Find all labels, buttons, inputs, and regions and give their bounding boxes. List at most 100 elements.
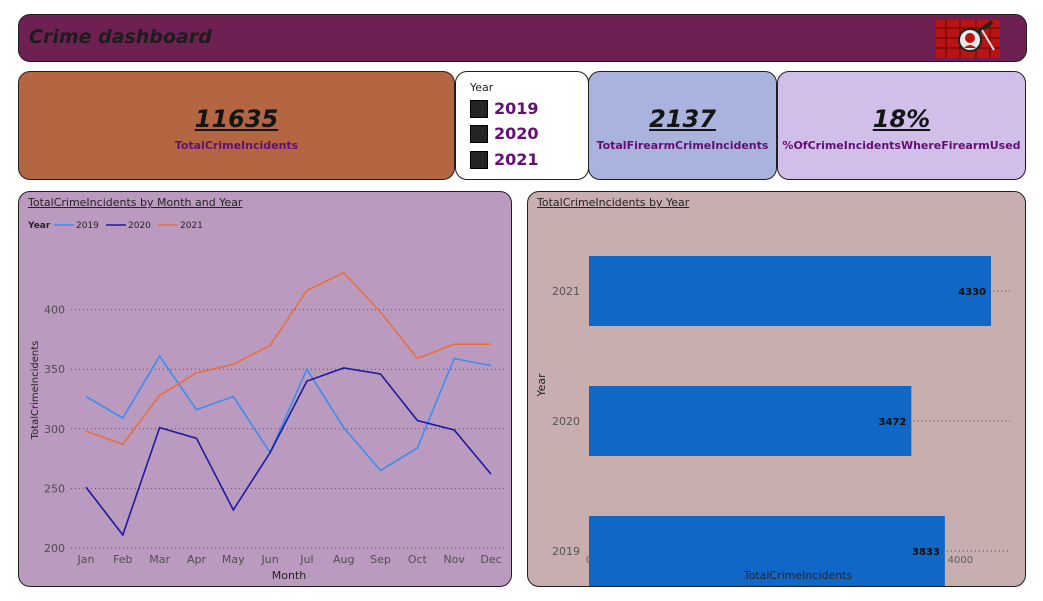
slicer-item-2020[interactable]: 2020	[470, 124, 539, 143]
y-axis-label: Year	[535, 373, 548, 398]
data-point[interactable]	[415, 446, 419, 450]
data-point[interactable]	[194, 436, 198, 440]
legend-label[interactable]: 2020	[128, 221, 151, 231]
y-tick-label: 2019	[552, 545, 580, 558]
data-point[interactable]	[268, 451, 272, 455]
bar-chart-title: TotalCrimeIncidents by Year	[537, 196, 690, 209]
x-tick-label: Oct	[408, 553, 428, 566]
kpi-card-firearm-crime: 2137 TotalFirearmCrimeIncidents	[588, 71, 777, 180]
crime-scene-investigator-icon	[936, 20, 1000, 58]
bar-chart: 01000200030004000 2021433020203472201938…	[535, 256, 1010, 586]
series-line-2019[interactable]	[85, 354, 492, 472]
data-label: 4330	[958, 287, 986, 298]
legend-label[interactable]: 2021	[180, 221, 203, 231]
chart-legend: Year 2019 2020 2021	[27, 221, 203, 231]
bar-2021[interactable]	[589, 256, 992, 326]
data-point[interactable]	[379, 372, 383, 376]
x-tick-label: Aug	[333, 553, 354, 566]
bar-2020[interactable]	[589, 386, 912, 456]
slicer-item-label: 2019	[494, 99, 539, 118]
data-point[interactable]	[342, 271, 346, 275]
data-point[interactable]	[489, 364, 493, 368]
y-tick-label: 250	[44, 482, 65, 495]
slicer-item-2021[interactable]: 2021	[470, 150, 539, 169]
data-point[interactable]	[452, 428, 456, 432]
x-axis-label: TotalCrimeIncidents	[743, 569, 853, 582]
checkbox[interactable]	[470, 99, 488, 118]
kpi-card-firearm-percent: 18% %OfCrimeIncidentsWhereFirearmUsed	[777, 71, 1026, 180]
x-tick-label: Feb	[113, 553, 132, 566]
data-point[interactable]	[158, 393, 162, 397]
x-tick-label: 4000	[948, 555, 973, 566]
series-line-2021[interactable]	[85, 271, 491, 446]
data-point[interactable]	[305, 379, 309, 383]
bar-2019[interactable]	[589, 516, 945, 586]
data-point[interactable]	[379, 469, 383, 473]
x-axis-label: Month	[272, 569, 307, 582]
data-point[interactable]	[231, 395, 235, 399]
data-point[interactable]	[342, 366, 346, 370]
x-tick-label: May	[222, 553, 245, 566]
data-point[interactable]	[231, 362, 235, 366]
y-axis-label: TotalCrimeIncidents	[30, 341, 41, 441]
data-point[interactable]	[84, 485, 88, 489]
x-tick-label: Apr	[187, 553, 207, 566]
data-label: 3833	[912, 547, 940, 558]
data-point[interactable]	[489, 342, 493, 346]
data-point[interactable]	[452, 356, 456, 360]
data-point[interactable]	[84, 395, 88, 399]
x-tick-label: Jul	[299, 553, 313, 566]
dashboard-title: Crime dashboard	[29, 26, 212, 48]
data-point[interactable]	[121, 442, 125, 446]
kpi-card-total-crime: 11635 TotalCrimeIncidents	[18, 71, 455, 180]
kpi-pct-label: %OfCrimeIncidentsWhereFirearmUsed	[782, 139, 1021, 152]
slicer-item-2019[interactable]: 2019	[470, 99, 539, 118]
x-tick-label: Mar	[149, 553, 170, 566]
y-tick-label: 300	[44, 423, 65, 436]
data-point[interactable]	[231, 508, 235, 512]
data-point[interactable]	[194, 371, 198, 375]
x-tick-label: Sep	[370, 553, 391, 566]
x-tick-label: Jan	[77, 553, 95, 566]
y-tick-label: 2021	[552, 285, 580, 298]
slicer-item-label: 2021	[494, 150, 539, 169]
data-point[interactable]	[121, 533, 125, 537]
data-point[interactable]	[305, 367, 309, 371]
slicer-title: Year	[470, 81, 494, 94]
data-point[interactable]	[121, 416, 125, 420]
data-point[interactable]	[415, 418, 419, 422]
data-point[interactable]	[452, 342, 456, 346]
x-tick-label: Dec	[480, 553, 501, 566]
legend-label[interactable]: 2019	[76, 221, 99, 231]
data-point[interactable]	[489, 472, 493, 476]
checkbox[interactable]	[470, 124, 488, 143]
kpi-total-label: TotalCrimeIncidents	[174, 139, 299, 152]
y-tick-label: 2020	[552, 415, 580, 428]
data-label: 3472	[878, 417, 906, 428]
y-tick-label: 200	[44, 542, 65, 555]
line-chart-title: TotalCrimeIncidents by Month and Year	[28, 196, 243, 209]
slicer-item-label: 2020	[494, 124, 539, 143]
data-point[interactable]	[194, 408, 198, 412]
legend-title: Year	[27, 221, 51, 231]
data-point[interactable]	[415, 356, 419, 360]
data-point[interactable]	[268, 343, 272, 347]
x-tick-label: Nov	[443, 553, 465, 566]
kpi-pct-value: 18%	[872, 105, 931, 133]
data-point[interactable]	[158, 354, 162, 358]
line-chart-panel: TotalCrimeIncidents by Month and Year Ye…	[18, 191, 512, 587]
kpi-firearm-value: 2137	[649, 105, 716, 133]
kpi-total-value: 11635	[194, 105, 279, 133]
line-chart: Year 2019 2020 2021 200 250 300 350 400 Jan Feb M…	[27, 221, 505, 582]
data-point[interactable]	[305, 289, 309, 293]
series-line-2020[interactable]	[85, 367, 492, 537]
header-bar: Crime dashboard	[18, 14, 1027, 62]
data-point[interactable]	[379, 310, 383, 314]
data-point[interactable]	[84, 429, 88, 433]
year-slicer: Year 2019 2020 2021	[455, 71, 589, 180]
data-point[interactable]	[158, 426, 162, 430]
data-point[interactable]	[342, 426, 346, 430]
y-tick-label: 350	[44, 363, 65, 376]
kpi-firearm-label: TotalFirearmCrimeIncidents	[596, 139, 769, 152]
checkbox[interactable]	[470, 150, 488, 169]
